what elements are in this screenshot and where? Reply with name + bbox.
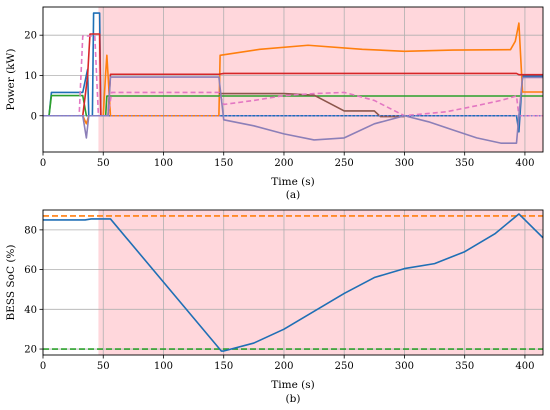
power-plot-frame [42, 6, 544, 153]
soc-series-1 [43, 213, 543, 352]
soc-xtick-label: 250 [335, 361, 354, 372]
soc-xtick-label: 400 [515, 361, 534, 372]
soc-xtick-label: 300 [395, 361, 414, 372]
power-xtick-label: 300 [395, 158, 414, 169]
power-xtick-label: 250 [335, 158, 354, 169]
power-ylabel: Power (kW) [5, 49, 17, 111]
power-xtick-label: 200 [274, 158, 293, 169]
soc-ytick-label: 60 [24, 265, 37, 276]
soc-xtick-label: 150 [214, 361, 233, 372]
soc-xtick-label: 100 [154, 361, 173, 372]
soc-chart: 0 50 100 150 200 250 300 350 400 20 40 60 80 Time (… [5, 209, 544, 405]
power-xtick-label: 100 [154, 158, 173, 169]
power-caption: (a) [286, 189, 300, 201]
soc-xtick-label: 50 [97, 361, 110, 372]
soc-xtick-label: 350 [455, 361, 474, 372]
power-xlabel: Time (s) [271, 176, 314, 188]
power-ytick-label: 0 [31, 111, 37, 122]
soc-xlabel: Time (s) [271, 379, 314, 391]
power-series-5 [218, 92, 405, 118]
power-series-6 [43, 35, 543, 117]
power-xtick-label: 50 [97, 158, 110, 169]
power-xtick-label: 150 [214, 158, 233, 169]
power-ytick-label: 10 [24, 71, 37, 82]
soc-xtick-label: 200 [274, 361, 293, 372]
power-xtick-label: 350 [455, 158, 474, 169]
power-series-7 [43, 76, 543, 144]
soc-ylabel: BESS SoC (%) [5, 245, 17, 321]
soc-shaded-region [98, 210, 543, 355]
soc-plot-frame [42, 209, 544, 356]
soc-ytick-label: 20 [24, 345, 37, 356]
power-ytick-label: 20 [24, 31, 37, 42]
power-xtick-label: 400 [515, 158, 534, 169]
soc-caption: (b) [286, 393, 301, 405]
power-shaded-region [98, 7, 543, 152]
power-xtick-label: 0 [40, 158, 46, 169]
soc-ytick-label: 40 [24, 305, 37, 316]
soc-ytick-label: 80 [24, 225, 37, 236]
soc-xtick-label: 0 [40, 361, 46, 372]
